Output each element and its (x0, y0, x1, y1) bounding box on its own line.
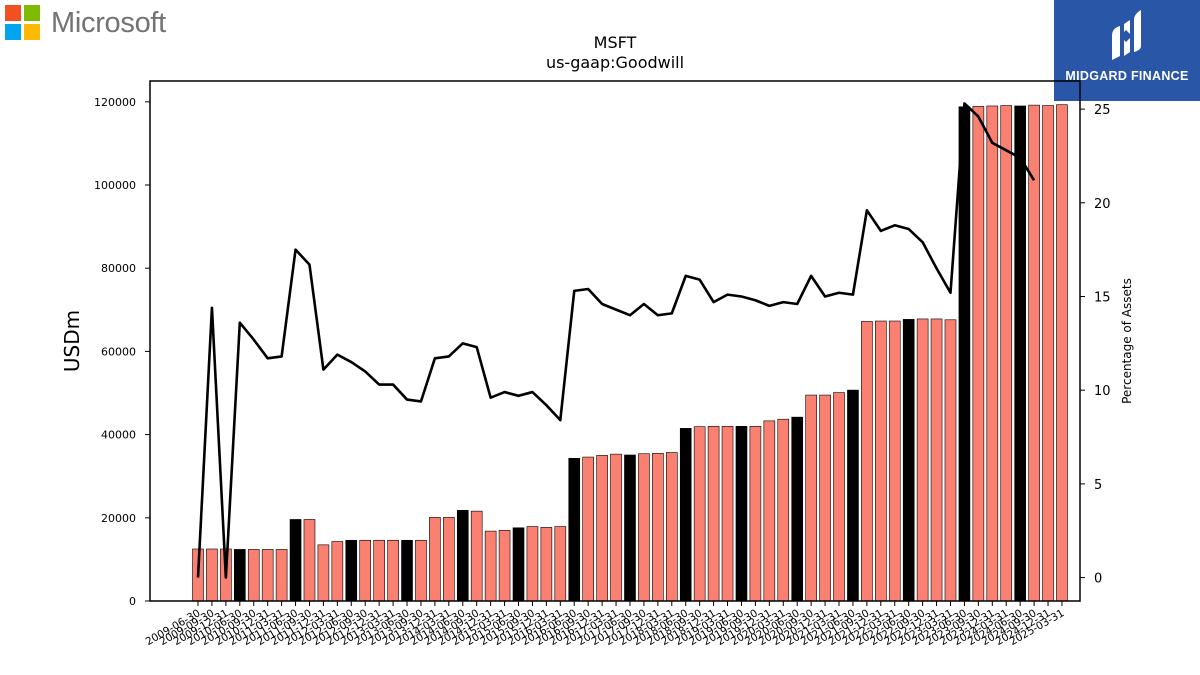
bar-2017-09-30 (638, 453, 650, 602)
microsoft-logo: Microsoft (5, 5, 185, 43)
y2-tick-label: 20 (1094, 197, 1111, 212)
bar-2024-06-30 (1014, 105, 1026, 602)
bar-2023-06-30 (958, 106, 971, 602)
bar-2018-12-31 (707, 425, 720, 602)
midgard-emblem-icon (1112, 10, 1141, 60)
bar-2017-06-30 (624, 454, 636, 602)
bar-2015-03-31 (498, 529, 511, 602)
bar-2013-09-30 (415, 539, 427, 602)
bar-2017-12-31 (652, 453, 664, 602)
y-tick-label: 100000 (94, 179, 136, 192)
bar-2024-12-31 (1042, 105, 1054, 602)
bar-2011-12-31 (317, 544, 330, 602)
y2-tick-label: 10 (1094, 384, 1111, 399)
bar-2020-09-30 (805, 394, 817, 602)
bar-2015-12-31 (540, 527, 553, 602)
bar-2017-03-31 (610, 453, 622, 602)
chart-subtitle: us-gaap:Goodwill (546, 53, 684, 72)
logo-blue-square (5, 24, 21, 40)
bar-2021-06-30 (847, 389, 859, 602)
bar-2019-03-31 (721, 425, 734, 602)
y-axis-label: USDm (60, 310, 84, 372)
line-series (196, 102, 1036, 579)
midgard-logo-text: MIDGARD FINANCE (1065, 69, 1189, 83)
bar-2016-12-31 (596, 455, 608, 602)
y2-axis-label: Percentage of Assets (1120, 278, 1134, 404)
bar-2023-03-31 (944, 319, 957, 602)
bar-2019-09-30 (749, 425, 762, 602)
bar-2019-06-30 (735, 425, 748, 602)
bar-2020-03-31 (777, 418, 790, 602)
bar-2022-06-30 (902, 319, 915, 602)
logo-green-square (24, 5, 40, 21)
bar-2013-03-31 (387, 539, 399, 602)
bar-2014-12-31 (484, 530, 497, 602)
y-tick-label: 20000 (101, 512, 136, 525)
bar-2020-12-31 (819, 394, 831, 602)
y-axis-ticks: 0 20000 40000 60000 80000 100000 120000 (94, 96, 150, 608)
y-tick-label: 60000 (101, 345, 136, 358)
plot-frame (149, 80, 1081, 602)
y2-tick-label: 25 (1094, 103, 1111, 118)
bar-2016-09-30 (582, 456, 594, 602)
bar-2012-12-31 (373, 539, 385, 602)
bar-2013-12-31 (429, 517, 441, 602)
bar-2023-09-30 (972, 106, 985, 602)
bar-2024-03-31 (1000, 105, 1013, 602)
bar-series (192, 104, 1068, 602)
bar-2009-09-30 (206, 548, 218, 602)
bar-2023-12-31 (986, 105, 999, 602)
bar-2011-03-31 (275, 549, 288, 602)
bar-2021-03-31 (833, 392, 845, 602)
bar-2014-09-30 (470, 510, 483, 602)
y-tick-label: 40000 (101, 429, 136, 442)
bar-2015-06-30 (512, 527, 525, 602)
y2-tick-label: 0 (1094, 572, 1102, 587)
logo-yellow-square (24, 24, 40, 40)
bar-2025-03-31 (1056, 104, 1068, 602)
x-axis-ticks: 2009-06-302009-09-302009-12-312010-06-30… (144, 601, 1066, 648)
bar-2021-09-30 (861, 321, 873, 602)
bar-2010-06-30 (234, 549, 246, 602)
midgard-finance-logo: MIDGARD FINANCE (1054, 0, 1200, 101)
logo-red-square (5, 5, 21, 21)
microsoft-logo-text: Microsoft (51, 7, 166, 39)
bar-2012-09-30 (359, 539, 372, 602)
bar-2018-06-30 (679, 428, 692, 602)
bar-2018-03-31 (665, 452, 678, 602)
chart-title: MSFT (594, 33, 637, 52)
bar-2012-03-31 (331, 541, 344, 602)
bar-2010-12-31 (261, 549, 274, 602)
bar-2016-06-30 (568, 458, 581, 602)
bar-2022-09-30 (916, 318, 929, 602)
bar-2011-06-30 (289, 519, 302, 602)
y2-tick-label: 15 (1094, 290, 1111, 305)
bar-2013-06-30 (401, 539, 413, 602)
y-tick-label: 120000 (94, 96, 136, 109)
bar-2019-12-31 (763, 420, 776, 602)
y2-axis-ticks: 0 5 10 15 20 25 (1080, 103, 1111, 587)
bar-2014-06-30 (456, 510, 469, 602)
bar-2012-06-30 (345, 539, 358, 602)
bar-2022-12-31 (930, 318, 943, 602)
y-tick-label: 0 (129, 595, 136, 608)
y-tick-label: 80000 (101, 262, 136, 275)
bar-2010-09-30 (247, 549, 260, 602)
bar-2018-09-30 (693, 426, 706, 602)
bar-2016-03-31 (554, 526, 567, 602)
bar-2022-03-31 (888, 320, 901, 602)
bar-2014-03-31 (443, 517, 455, 602)
bar-2021-12-31 (875, 320, 887, 602)
bar-2015-09-30 (526, 526, 539, 602)
y2-tick-label: 5 (1094, 478, 1102, 493)
percentage-line (196, 102, 1036, 579)
bar-2020-06-30 (791, 416, 804, 602)
bar-2011-09-30 (303, 519, 316, 602)
